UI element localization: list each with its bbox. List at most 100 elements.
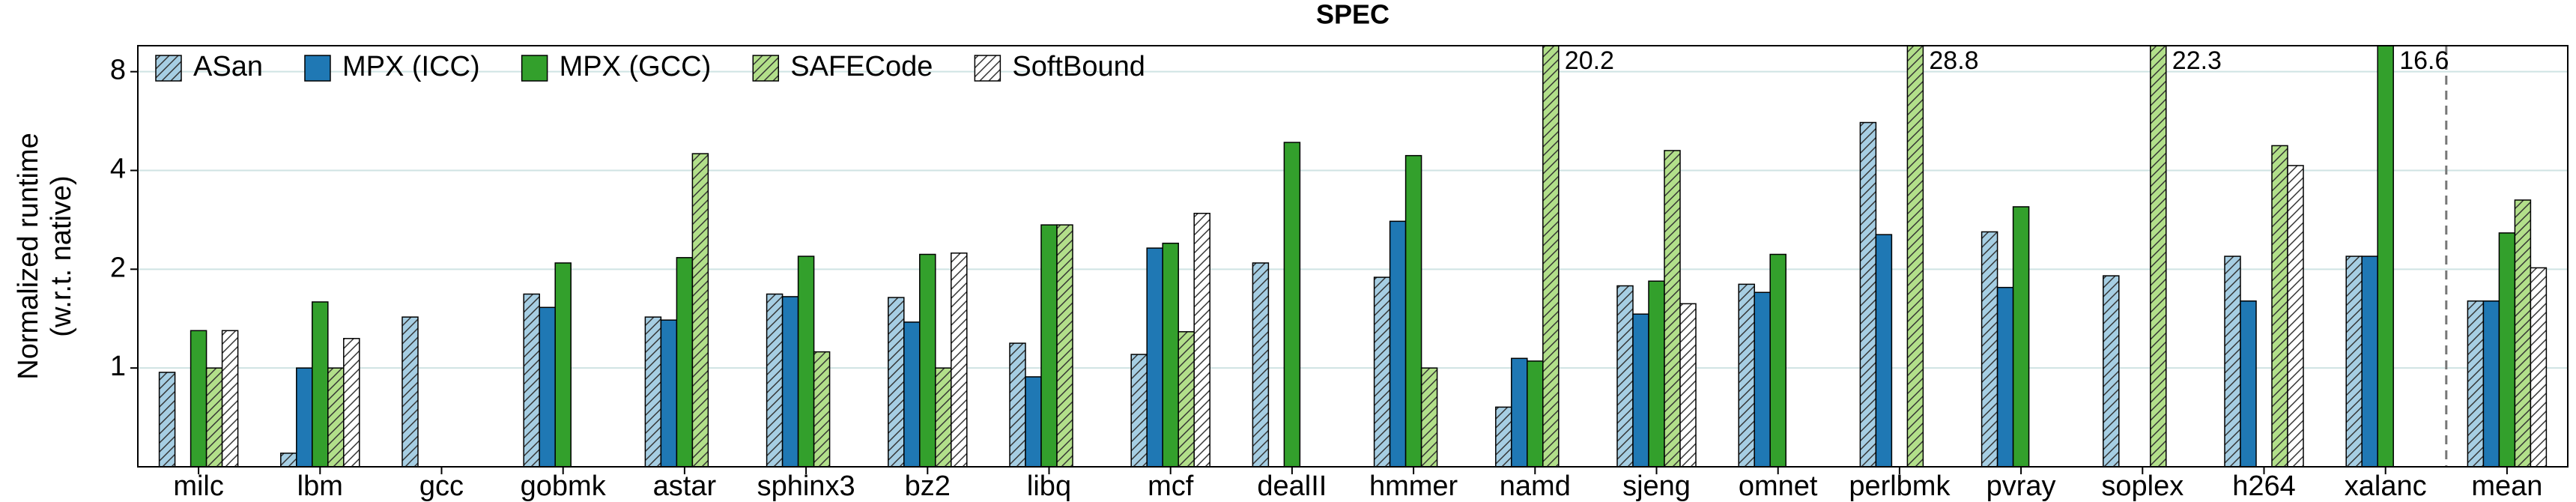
bar	[1009, 342, 1026, 468]
bar	[2345, 255, 2363, 468]
bar	[813, 351, 831, 468]
x-tick-label: libq	[1027, 471, 1071, 502]
bar	[1025, 376, 1042, 468]
bar	[1420, 367, 1438, 468]
bar	[935, 367, 952, 468]
bar	[1178, 330, 1195, 468]
bar	[1040, 224, 1058, 468]
bar	[1996, 286, 2014, 468]
x-tick-label: sphinx3	[757, 471, 855, 502]
bar	[1754, 291, 1771, 468]
bar	[1130, 354, 1148, 468]
bar	[2514, 199, 2532, 468]
bar	[1648, 280, 1665, 468]
bar	[2012, 206, 2030, 468]
y-tick-label: 4	[110, 154, 126, 185]
bar	[903, 321, 921, 468]
bar	[2103, 275, 2120, 468]
legend-swatch	[752, 55, 780, 82]
bar	[1981, 231, 1998, 468]
bar	[766, 293, 784, 468]
bar	[296, 367, 313, 468]
legend-swatch	[521, 55, 548, 82]
bar	[1875, 234, 1893, 468]
bar	[1906, 45, 1924, 468]
bar	[951, 252, 968, 468]
bar	[1389, 220, 1407, 468]
bar	[691, 153, 709, 468]
value-label: 28.8	[1929, 46, 1978, 75]
x-tick-label: omnet	[1739, 471, 1818, 502]
value-label: 20.2	[1565, 46, 1614, 75]
bar	[2287, 165, 2304, 468]
bar	[1193, 213, 1210, 468]
bar	[1527, 360, 1544, 468]
legend-label: ASan	[193, 51, 263, 82]
x-tick-label: soplex	[2101, 471, 2183, 502]
bar	[1404, 154, 1422, 468]
bar	[2271, 145, 2288, 468]
x-tick-label: gobmk	[521, 471, 607, 502]
x-tick-label: milc	[173, 471, 224, 502]
y-axis-label: (w.r.t. native)	[46, 175, 77, 336]
bar	[1542, 45, 1560, 468]
bar	[1495, 406, 1512, 468]
bar	[1679, 303, 1697, 468]
bar	[2150, 45, 2167, 468]
x-tick-label: gcc	[419, 471, 464, 502]
x-tick-label: hmmer	[1369, 471, 1458, 502]
bar	[343, 338, 360, 468]
x-tick-label: pvray	[1986, 471, 2056, 502]
x-tick-label: xalanc	[2345, 471, 2427, 502]
bar	[919, 253, 936, 468]
bar	[1511, 357, 1528, 468]
x-tick-label: mean	[2471, 471, 2542, 502]
bar	[221, 330, 239, 468]
y-tick-label: 2	[110, 252, 126, 283]
bar	[1146, 247, 1163, 468]
y-tick-label: 8	[110, 55, 126, 86]
value-label: 22.3	[2172, 46, 2222, 75]
y-tick-label: 1	[110, 351, 126, 382]
bar	[676, 257, 694, 468]
bar	[660, 319, 678, 468]
x-tick-label: namd	[1500, 471, 1571, 502]
legend-label: MPX (ICC)	[342, 51, 480, 82]
bar	[1252, 262, 1270, 468]
bar	[2530, 267, 2548, 468]
bar	[523, 293, 540, 468]
bar	[2377, 45, 2394, 468]
bar	[781, 296, 799, 468]
bar	[1769, 253, 1786, 468]
legend-label: SAFECode	[790, 51, 933, 82]
chart-title: SPEC	[1316, 0, 1389, 30]
legend-swatch	[155, 55, 182, 82]
bar	[1056, 224, 1073, 468]
bar	[554, 262, 572, 468]
bar	[190, 330, 207, 468]
bar	[2361, 255, 2378, 468]
x-tick-label: sjeng	[1622, 471, 1691, 502]
legend-swatch	[974, 55, 1001, 82]
bar	[797, 255, 815, 468]
bar	[312, 301, 329, 468]
bar	[327, 367, 345, 468]
bar	[280, 453, 297, 468]
bar	[158, 372, 176, 468]
bar	[1373, 276, 1391, 468]
bar	[401, 316, 419, 468]
x-tick-label: dealII	[1257, 471, 1327, 502]
bar	[644, 316, 662, 468]
bar	[539, 306, 556, 468]
bar	[2498, 232, 2516, 468]
bar	[1162, 242, 1179, 468]
bar	[2240, 300, 2257, 468]
legend-swatch	[304, 55, 331, 82]
bar	[1283, 142, 1301, 468]
bar	[2482, 300, 2500, 468]
bar	[2467, 300, 2485, 468]
bar	[1738, 283, 1755, 468]
bar	[1664, 150, 1681, 468]
x-tick-label: lbm	[297, 471, 343, 502]
